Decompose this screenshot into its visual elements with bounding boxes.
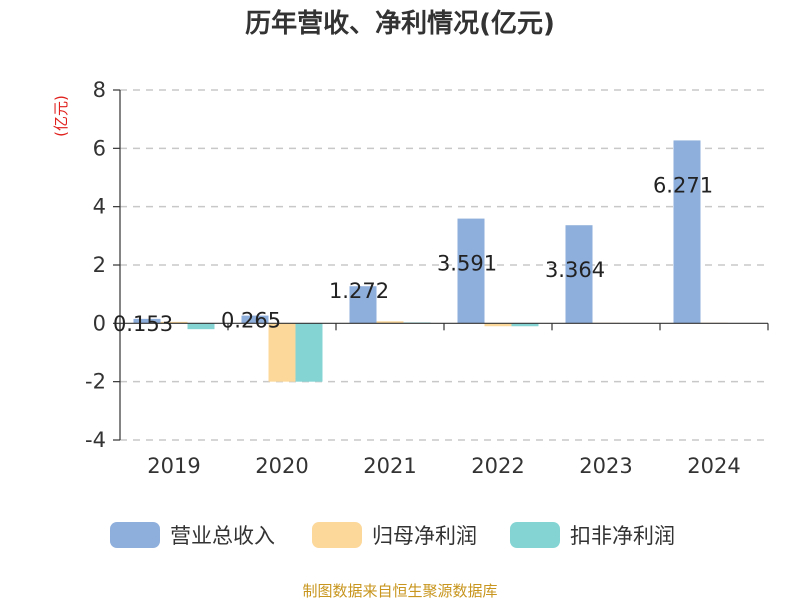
data-label-2019: 0.153: [113, 312, 173, 336]
bar-1-2024: [673, 140, 701, 324]
y-axis-unit: (亿元): [52, 95, 70, 137]
bar-1-2021: [349, 286, 377, 324]
legend-label: 归母净利润: [372, 524, 477, 548]
bar-2-2021: [376, 321, 404, 324]
x-tick-label: 2020: [255, 454, 308, 478]
legend-label: 营业总收入: [170, 524, 275, 548]
legend-swatch: [312, 522, 362, 548]
legend-item-3[interactable]: 扣非净利润: [510, 522, 675, 548]
legend-item-1[interactable]: 营业总收入: [110, 522, 275, 548]
bar-1-2020: [241, 315, 269, 324]
x-tick-label: 2023: [579, 454, 632, 478]
y-tick-label: 2: [93, 253, 106, 277]
data-label-2021: 1.272: [329, 279, 389, 303]
y-tick-label: 8: [93, 78, 106, 102]
axes: [119, 90, 769, 440]
legend-label: 扣非净利润: [570, 524, 675, 548]
data-labels: 0.153 0.265 1.272 3.591 3.364 6.271: [113, 173, 713, 335]
y-tick-label: -2: [85, 370, 106, 394]
x-tick-label: 2021: [363, 454, 416, 478]
y-tick-label: 0: [93, 311, 106, 335]
bar-1-2019: [133, 318, 161, 324]
bar-2-2019: [160, 321, 188, 324]
y-tick-label: 6: [93, 136, 106, 160]
gridlines: [120, 89, 768, 441]
data-label-2024: 6.271: [653, 173, 713, 197]
data-label-2020: 0.265: [221, 309, 281, 333]
x-tick-label: 2019: [147, 454, 200, 478]
bars: [133, 140, 755, 382]
legend-item-2[interactable]: 归母净利润: [312, 522, 477, 548]
y-axis-ticks: 8 6 4 2 0 -2 -4: [85, 78, 120, 452]
data-label-2022: 3.591: [437, 252, 497, 276]
legend: 营业总收入 归母净利润 扣非净利润: [110, 522, 675, 548]
x-tick-label: 2024: [687, 454, 740, 478]
legend-swatch: [110, 522, 160, 548]
x-tick-label: 2022: [471, 454, 524, 478]
legend-swatch: [510, 522, 560, 548]
bar-1-2022: [457, 218, 485, 324]
bar-3-2020: [295, 323, 323, 382]
chart-title: 历年营收、净利情况(亿元): [245, 8, 555, 39]
source-note: 制图数据来自恒生聚源数据库: [302, 582, 497, 600]
data-label-2023: 3.364: [545, 258, 605, 282]
bar-3-2022: [511, 323, 539, 327]
y-tick-label: 4: [93, 195, 106, 219]
bar-2-2022: [484, 323, 512, 327]
y-tick-label: -4: [85, 428, 106, 452]
x-axis-ticks: 2019 2020 2021 2022 2023 2024: [147, 454, 740, 478]
bar-2-2020: [268, 323, 296, 382]
bar-1-2023: [565, 225, 593, 324]
bar-3-2019: [187, 323, 215, 330]
